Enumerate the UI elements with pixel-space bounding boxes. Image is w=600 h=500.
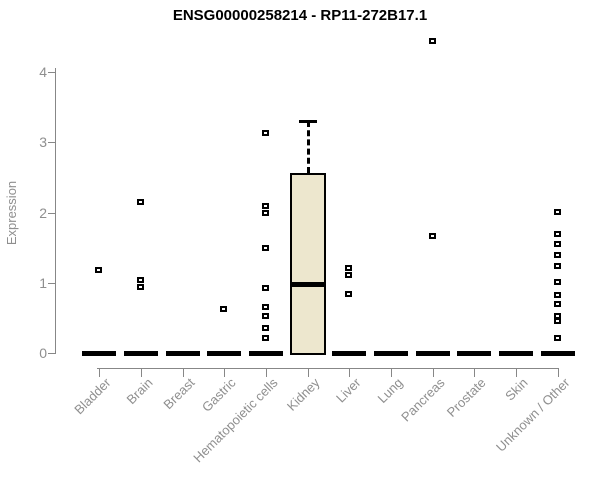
outlier-point (554, 335, 561, 341)
x-tick (141, 368, 142, 377)
x-tick (224, 368, 225, 377)
x-tick (474, 368, 475, 377)
outlier-point (137, 277, 144, 283)
x-tick (266, 368, 267, 377)
outlier-point (262, 285, 269, 291)
outlier-point (262, 325, 269, 331)
outlier-point (137, 284, 144, 290)
flat-box-unknown-other (541, 351, 575, 356)
outlier-point (554, 301, 561, 307)
x-tick (308, 368, 309, 377)
outlier-point (554, 292, 561, 298)
outlier-point (345, 291, 352, 297)
outlier-point (262, 245, 269, 251)
flat-box-lung (374, 351, 408, 356)
y-tick-label: 1 (39, 275, 47, 291)
outlier-point (554, 279, 561, 285)
outlier-point (262, 210, 269, 216)
outlier-point (554, 263, 561, 269)
flat-box-prostate (457, 351, 491, 356)
flat-box-skin (499, 351, 533, 356)
y-tick-label: 2 (39, 205, 47, 221)
y-tick (48, 213, 55, 214)
x-tick (516, 368, 517, 377)
whisker-upper (307, 121, 310, 173)
x-tick (391, 368, 392, 377)
outlier-point (345, 272, 352, 278)
x-axis-line (97, 368, 559, 369)
y-axis-line (55, 68, 56, 354)
y-tick-label: 0 (39, 345, 47, 361)
outlier-point (262, 203, 269, 209)
x-tick (99, 368, 100, 377)
median-line (290, 282, 326, 287)
outlier-point (95, 267, 102, 273)
x-tick (558, 368, 559, 377)
outlier-point (262, 130, 269, 136)
whisker-cap (299, 120, 317, 123)
x-tick (183, 368, 184, 377)
outlier-point (262, 304, 269, 310)
outlier-point (554, 231, 561, 237)
outlier-point (345, 265, 352, 271)
flat-box-hematopoietic-cells (249, 351, 283, 356)
flat-box-brain (124, 351, 158, 356)
outlier-point (554, 209, 561, 215)
flat-box-breast (166, 351, 200, 356)
outlier-point (554, 252, 561, 258)
y-tick (48, 142, 55, 143)
outlier-point (429, 233, 436, 239)
outlier-point (220, 306, 227, 312)
outlier-point (429, 38, 436, 44)
box-kidney (290, 173, 326, 355)
outlier-point (262, 313, 269, 319)
flat-box-gastric (207, 351, 241, 356)
x-tick (433, 368, 434, 377)
y-tick (48, 283, 55, 284)
outlier-point (554, 318, 561, 324)
outlier-point (262, 335, 269, 341)
flat-box-bladder (82, 351, 116, 356)
y-tick (48, 353, 55, 354)
outlier-point (137, 199, 144, 205)
x-tick (349, 368, 350, 377)
flat-box-pancreas (416, 351, 450, 356)
flat-box-liver (332, 351, 366, 356)
chart-title: ENSG00000258214 - RP11-272B17.1 (172, 7, 428, 24)
y-tick (48, 72, 55, 73)
y-tick-label: 3 (39, 134, 47, 150)
outlier-point (554, 241, 561, 247)
y-tick-label: 4 (39, 64, 47, 80)
